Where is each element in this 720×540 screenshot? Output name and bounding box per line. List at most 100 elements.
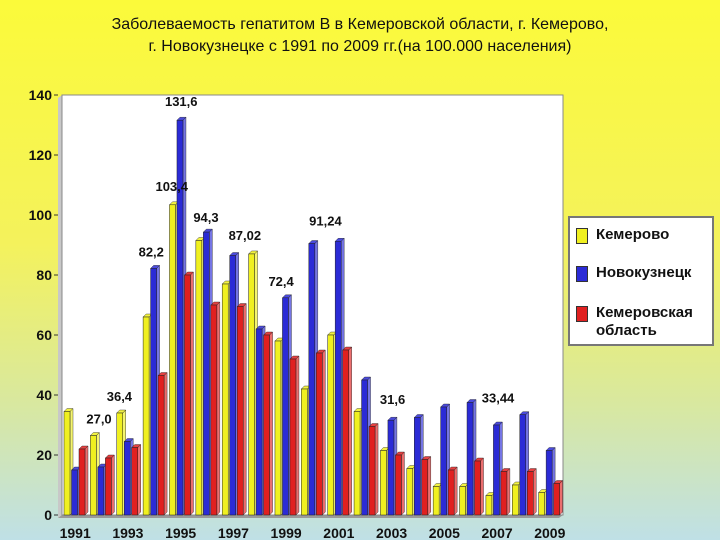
data-label: 87,02: [229, 228, 262, 243]
legend-item-novokuznetsk: Новокузнецк: [576, 264, 691, 282]
bar-oblast-2002: [368, 426, 376, 516]
legend-item-oblast: Кемеровская область: [576, 304, 693, 340]
bar-kemerovo-1991: [63, 411, 71, 516]
chart-title: Заболеваемость гепатитом В в Кемеровской…: [0, 14, 720, 58]
data-label: 72,4: [268, 274, 294, 289]
y-tick-label: 140: [29, 87, 53, 103]
data-label: 91,24: [309, 213, 342, 228]
bar-oblast-2003: [395, 454, 402, 516]
bar-oblast-1996: [210, 304, 218, 516]
bar-kemerovo-2009: [538, 492, 545, 516]
bar-side: [163, 372, 168, 516]
bar-novokuznetsk-2004: [414, 417, 421, 516]
legend-swatch-oblast: [576, 306, 588, 322]
bar-kemerovo-1994: [142, 316, 150, 516]
bar-side: [190, 271, 194, 516]
y-tick-label: 100: [29, 207, 53, 223]
chart-title-line-1: Заболеваемость гепатитом В в Кемеровской…: [111, 16, 609, 33]
bar-kemerovo-2003: [380, 450, 387, 516]
x-tick-label: 2001: [323, 525, 354, 540]
legend-label-kemerovo: Кемерово: [596, 226, 670, 243]
bar-kemerovo-2000: [301, 388, 308, 516]
bar-oblast-2008: [527, 471, 534, 516]
y-tick-label: 80: [36, 267, 52, 283]
bar-novokuznetsk-1992: [97, 466, 105, 516]
data-label: 94,3: [193, 210, 218, 225]
bar-oblast-2007: [500, 471, 508, 516]
legend-swatch-kemerovo: [576, 228, 588, 244]
legend-swatch-novokuznetsk: [576, 266, 588, 282]
y-tick-label: 40: [36, 387, 52, 403]
bar-kemerovo-2008: [512, 484, 519, 516]
bar-novokuznetsk-2007: [493, 424, 500, 516]
x-tick-label: 2005: [429, 525, 460, 540]
legend-label-oblast-line-2: область: [596, 322, 657, 339]
bar-kemerovo-2005: [432, 486, 440, 516]
legend-label-novokuznetsk: Новокузнецк: [596, 264, 692, 281]
bar-novokuznetsk-2008: [519, 414, 527, 516]
bar-novokuznetsk-2001: [334, 241, 342, 516]
bar-oblast-1993: [131, 447, 138, 516]
bar-novokuznetsk-2009: [545, 450, 553, 516]
bar-novokuznetsk-2002: [361, 379, 368, 516]
data-label: 131,6: [165, 94, 198, 109]
bar-side: [111, 454, 115, 516]
legend-label-oblast-line-1: Кемеровская: [596, 304, 693, 321]
bar-side: [84, 445, 89, 516]
bar-side: [559, 480, 563, 516]
bar-oblast-1995: [184, 274, 191, 516]
bar-kemerovo-1995: [169, 204, 176, 516]
x-tick-label: 2003: [376, 525, 407, 540]
plot-side-wall: [58, 95, 62, 518]
bar-novokuznetsk-1994: [150, 268, 157, 516]
x-tick-label: 1993: [112, 525, 143, 540]
bar-side: [348, 346, 352, 516]
bar-novokuznetsk-1996: [203, 231, 210, 516]
data-label: 27,0: [86, 412, 111, 427]
x-tick-label: 1995: [165, 525, 196, 540]
bar-side: [243, 303, 247, 516]
y-tick-label: 20: [36, 447, 52, 463]
bar-oblast-2005: [447, 469, 455, 516]
bar-kemerovo-1993: [116, 412, 123, 516]
data-label: 82,2: [139, 244, 164, 259]
bar-novokuznetsk-1998: [255, 328, 263, 516]
bar-novokuznetsk-2003: [387, 419, 395, 516]
bar-side: [269, 331, 273, 516]
bar-novokuznetsk-1991: [71, 469, 78, 516]
x-tick-label: 1991: [60, 525, 91, 540]
bar-oblast-2000: [316, 352, 323, 516]
bar-novokuznetsk-2006: [466, 402, 474, 516]
chart-title-line-2: г. Новокузнецке с 1991 по 2009 гг.(на 10…: [148, 38, 572, 55]
bar-side: [533, 468, 537, 516]
data-label: 31,6: [380, 392, 405, 407]
bar-oblast-1997: [236, 306, 244, 516]
data-label: 103,4: [155, 179, 188, 194]
bar-kemerovo-1999: [274, 340, 282, 516]
y-tick-label: 0: [44, 507, 52, 523]
bar-side: [401, 451, 405, 516]
bar-kemerovo-1997: [221, 283, 229, 516]
bar-side: [322, 349, 326, 516]
x-tick-label: 1997: [218, 525, 249, 540]
bar-oblast-2004: [421, 459, 429, 516]
bar-side: [216, 301, 221, 516]
bar-novokuznetsk-1993: [123, 441, 131, 516]
bar-oblast-2001: [342, 349, 349, 516]
bar-kemerovo-1996: [195, 240, 203, 516]
bar-novokuznetsk-2005: [440, 406, 447, 516]
plot-floor: [58, 515, 563, 518]
bar-oblast-1994: [157, 375, 165, 516]
legend-item-kemerovo: Кемерово: [576, 226, 669, 244]
bar-kemerovo-1992: [90, 435, 97, 516]
y-tick-label: 120: [29, 147, 53, 163]
bar-novokuznetsk-1997: [229, 255, 236, 516]
x-tick-label: 2009: [534, 525, 565, 540]
bar-kemerovo-2004: [406, 468, 414, 516]
bar-novokuznetsk-1999: [282, 297, 289, 516]
bar-kemerovo-2007: [485, 495, 493, 516]
bar-kemerovo-2006: [459, 486, 466, 516]
bar-side: [137, 444, 141, 516]
bar-novokuznetsk-2000: [308, 243, 316, 516]
